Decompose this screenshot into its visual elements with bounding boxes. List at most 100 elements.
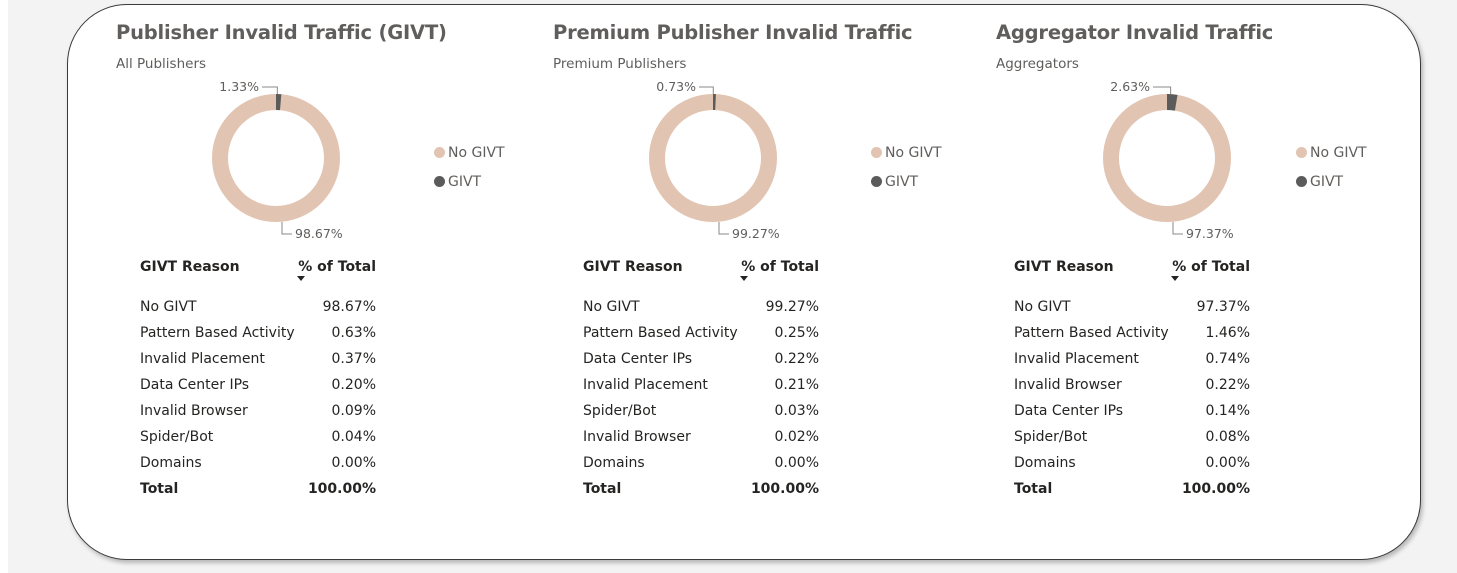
column-header-givt-reason[interactable]: GIVT Reason	[140, 259, 240, 275]
table-row[interactable]: Invalid Browser 0.22%	[1014, 372, 1250, 398]
reason-cell: Pattern Based Activity	[583, 325, 738, 341]
table-row[interactable]: Invalid Placement 0.21%	[583, 372, 819, 398]
legend: No GIVT GIVT	[434, 138, 505, 196]
leader-line-givt	[699, 86, 714, 94]
panel-subtitle: Aggregators	[996, 56, 1079, 72]
total-value-cell: 100.00%	[1181, 481, 1250, 497]
donut-slice-givt[interactable]	[1166, 94, 1178, 111]
column-header-label: % of Total	[1172, 259, 1250, 275]
reason-cell: Invalid Placement	[1014, 351, 1139, 367]
pct-cell: 0.04%	[331, 429, 376, 445]
table-row[interactable]: Invalid Browser 0.09%	[140, 398, 376, 424]
legend-label: GIVT	[885, 173, 919, 190]
legend-item-givt[interactable]: GIVT	[871, 167, 942, 196]
pct-cell: 0.03%	[774, 403, 819, 419]
reason-cell: Invalid Browser	[140, 403, 248, 419]
pct-cell: 0.22%	[1205, 377, 1250, 393]
reason-cell: Data Center IPs	[583, 351, 693, 367]
column-header-pct-of-total[interactable]: % of Total	[1171, 255, 1250, 294]
table-row[interactable]: Pattern Based Activity 0.63%	[140, 320, 376, 346]
panel-aggregator-givt: Aggregator Invalid Traffic Aggregators 2…	[996, 5, 1426, 545]
donut-chart[interactable]: 0.73% 99.27%	[613, 77, 843, 245]
column-header-givt-reason[interactable]: GIVT Reason	[1014, 259, 1114, 275]
table-row[interactable]: Invalid Browser 0.02%	[583, 424, 819, 450]
data-label-givt: 0.73%	[656, 79, 696, 94]
data-label-givt: 1.33%	[219, 79, 259, 94]
data-label-givt: 2.63%	[1110, 79, 1150, 94]
column-header-pct-of-total[interactable]: % of Total	[740, 255, 819, 294]
pct-cell: 0.00%	[774, 455, 819, 471]
legend-dot-givt	[871, 176, 882, 187]
table-header-row: GIVT Reason % of Total	[1014, 255, 1250, 294]
donut-slice-no-givt[interactable]	[212, 94, 340, 222]
table-total-row: Total 100.00%	[583, 476, 819, 502]
left-margin-strip	[0, 0, 8, 573]
table-header-row: GIVT Reason % of Total	[583, 255, 819, 294]
leader-line-no-givt	[281, 222, 292, 235]
pct-cell: 1.46%	[1205, 325, 1250, 341]
table-row[interactable]: Data Center IPs 0.20%	[140, 372, 376, 398]
donut-chart[interactable]: 2.63% 97.37%	[1067, 77, 1297, 245]
reason-cell: Domains	[583, 455, 645, 471]
table-row[interactable]: Domains 0.00%	[140, 450, 376, 476]
legend: No GIVT GIVT	[871, 138, 942, 196]
table-row[interactable]: Data Center IPs 0.14%	[1014, 398, 1250, 424]
legend-item-no-givt[interactable]: No GIVT	[1296, 138, 1367, 167]
leader-line-no-givt	[718, 222, 729, 235]
table-row[interactable]: Spider/Bot 0.03%	[583, 398, 819, 424]
table-row[interactable]: Spider/Bot 0.04%	[140, 424, 376, 450]
panel-premium-publisher-givt: Premium Publisher Invalid Traffic Premiu…	[553, 5, 983, 545]
reason-cell: Domains	[1014, 455, 1076, 471]
table-row[interactable]: Invalid Placement 0.74%	[1014, 346, 1250, 372]
total-label-cell: Total	[140, 481, 179, 497]
pct-cell: 0.08%	[1205, 429, 1250, 445]
reason-cell: No GIVT	[1014, 299, 1071, 315]
table-row[interactable]: No GIVT 98.67%	[140, 294, 376, 320]
reason-cell: Spider/Bot	[140, 429, 214, 445]
table-row[interactable]: Domains 0.00%	[583, 450, 819, 476]
pct-cell: 0.14%	[1205, 403, 1250, 419]
reason-cell: Invalid Placement	[140, 351, 265, 367]
panel-title: Aggregator Invalid Traffic	[996, 21, 1274, 44]
donut-slice-no-givt[interactable]	[649, 94, 777, 222]
sort-descending-icon	[1171, 276, 1180, 281]
column-header-givt-reason[interactable]: GIVT Reason	[583, 259, 683, 275]
pct-cell: 0.25%	[774, 325, 819, 341]
legend-item-no-givt[interactable]: No GIVT	[434, 138, 505, 167]
table-header-row: GIVT Reason % of Total	[140, 255, 376, 294]
legend-item-givt[interactable]: GIVT	[1296, 167, 1367, 196]
leader-line-givt	[1153, 86, 1172, 94]
pct-cell: 0.00%	[331, 455, 376, 471]
pct-cell: 0.20%	[331, 377, 376, 393]
data-label-no-givt: 99.27%	[732, 226, 780, 241]
legend-dot-no-givt	[871, 147, 882, 158]
table-row[interactable]: Spider/Bot 0.08%	[1014, 424, 1250, 450]
legend-dot-givt	[1296, 176, 1307, 187]
legend-item-no-givt[interactable]: No GIVT	[871, 138, 942, 167]
table-row[interactable]: No GIVT 97.37%	[1014, 294, 1250, 320]
table-row[interactable]: Invalid Placement 0.37%	[140, 346, 376, 372]
table-row[interactable]: Pattern Based Activity 0.25%	[583, 320, 819, 346]
table-total-row: Total 100.00%	[140, 476, 376, 502]
legend-label: No GIVT	[885, 144, 942, 161]
donut-chart[interactable]: 1.33% 98.67%	[176, 77, 406, 245]
givt-reason-table: GIVT Reason % of Total No GIVT 99.27% Pat…	[583, 255, 819, 502]
givt-reason-table: GIVT Reason % of Total No GIVT 98.67% Pat…	[140, 255, 376, 502]
total-value-cell: 100.00%	[307, 481, 376, 497]
sort-descending-icon	[740, 276, 749, 281]
panel-title: Premium Publisher Invalid Traffic	[553, 21, 913, 44]
sort-descending-icon	[297, 276, 306, 281]
pct-cell: 0.74%	[1205, 351, 1250, 367]
pct-cell: 0.37%	[331, 351, 376, 367]
table-row[interactable]: Pattern Based Activity 1.46%	[1014, 320, 1250, 346]
table-row[interactable]: Data Center IPs 0.22%	[583, 346, 819, 372]
legend-label: No GIVT	[1310, 144, 1367, 161]
legend-item-givt[interactable]: GIVT	[434, 167, 505, 196]
table-row[interactable]: Domains 0.00%	[1014, 450, 1250, 476]
reason-cell: Domains	[140, 455, 202, 471]
table-row[interactable]: No GIVT 99.27%	[583, 294, 819, 320]
total-label-cell: Total	[1014, 481, 1053, 497]
panel-title: Publisher Invalid Traffic (GIVT)	[116, 21, 447, 44]
column-header-pct-of-total[interactable]: % of Total	[297, 255, 376, 294]
donut-slice-no-givt[interactable]	[1103, 94, 1231, 222]
